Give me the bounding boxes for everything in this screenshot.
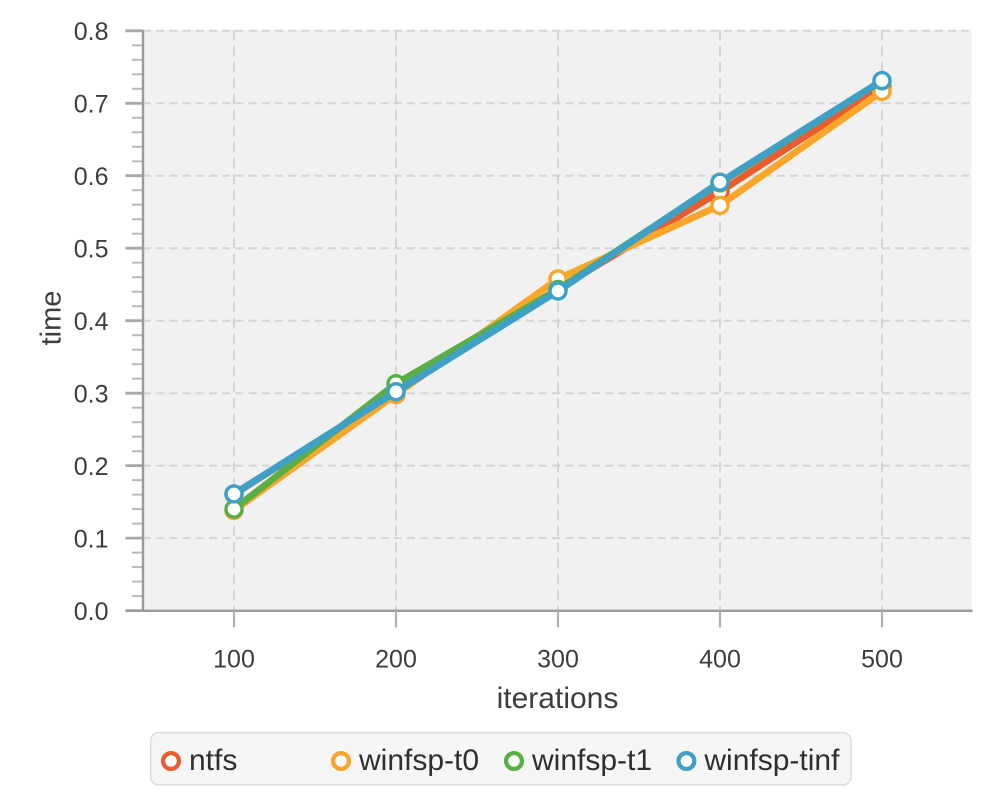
svg-text:0.7: 0.7 bbox=[74, 91, 109, 119]
svg-text:ntfs: ntfs bbox=[189, 744, 237, 777]
svg-text:100: 100 bbox=[213, 646, 255, 674]
svg-text:200: 200 bbox=[375, 646, 417, 674]
svg-text:0.3: 0.3 bbox=[74, 381, 109, 409]
svg-text:0.0: 0.0 bbox=[74, 598, 109, 626]
svg-text:0.8: 0.8 bbox=[74, 18, 109, 46]
svg-text:0.1: 0.1 bbox=[74, 526, 109, 554]
svg-text:winfsp-tinf: winfsp-tinf bbox=[703, 744, 840, 777]
svg-text:time: time bbox=[36, 291, 68, 346]
svg-text:0.6: 0.6 bbox=[74, 163, 109, 191]
svg-text:iterations: iterations bbox=[497, 682, 619, 715]
svg-text:0.5: 0.5 bbox=[74, 236, 109, 264]
svg-text:0.2: 0.2 bbox=[74, 453, 109, 481]
svg-text:500: 500 bbox=[861, 646, 903, 674]
svg-text:winfsp-t0: winfsp-t0 bbox=[358, 744, 479, 777]
svg-text:winfsp-t1: winfsp-t1 bbox=[531, 744, 652, 777]
svg-text:300: 300 bbox=[537, 646, 579, 674]
svg-text:400: 400 bbox=[699, 646, 741, 674]
svg-text:0.4: 0.4 bbox=[74, 308, 109, 336]
